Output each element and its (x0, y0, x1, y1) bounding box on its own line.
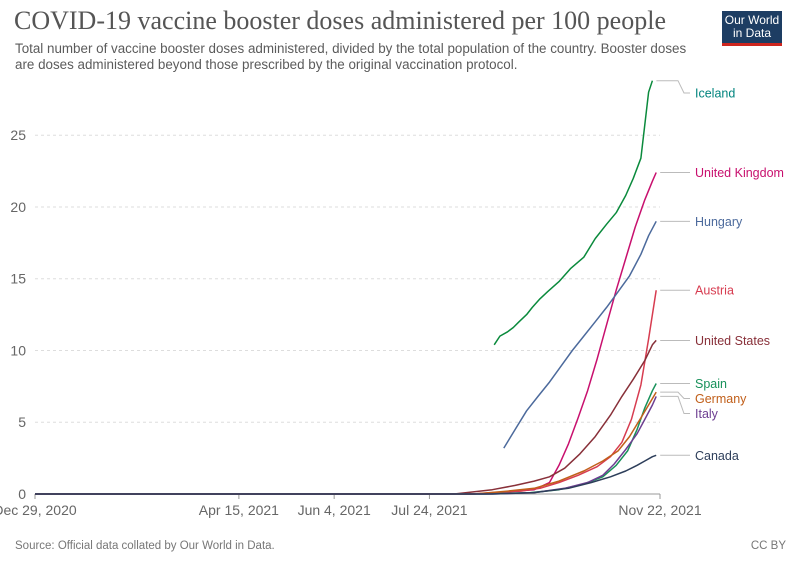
series-label-hungary[interactable]: Hungary (695, 215, 743, 229)
y-tick-label-15: 15 (10, 271, 26, 287)
y-tick-label-25: 25 (10, 127, 26, 143)
series-line-austria[interactable] (35, 290, 657, 495)
label-connector-italy (660, 395, 690, 414)
x-tick-label-1: Apr 15, 2021 (199, 502, 279, 518)
source-note: Source: Official data collated by Our Wo… (15, 540, 275, 552)
chart-subtitle: Total number of vaccine booster doses ad… (15, 41, 705, 73)
label-connector-iceland (656, 80, 690, 94)
series-label-spain[interactable]: Spain (695, 377, 727, 391)
subtitle-line-2: are doses administered beyond those pres… (15, 57, 518, 72)
series-label-united-states[interactable]: United States (695, 334, 770, 348)
series-line-canada[interactable] (35, 454, 657, 495)
series-line-germany[interactable] (35, 391, 657, 495)
license-link[interactable]: CC BY (750, 540, 786, 552)
subtitle-line-1: Total number of vaccine booster doses ad… (15, 41, 687, 56)
x-tick-label-2: Jun 4, 2021 (298, 502, 371, 518)
logo-line-2: in Data (732, 26, 772, 40)
series-label-united-kingdom[interactable]: United Kingdom (695, 166, 784, 180)
label-connector-germany (660, 391, 690, 399)
series-line-united-states[interactable] (35, 339, 657, 495)
x-tick-label-3: Jul 24, 2021 (391, 502, 467, 518)
series-line-spain[interactable] (35, 383, 657, 495)
chart-title: COVID-19 vaccine booster doses administe… (14, 6, 666, 35)
series-line-iceland[interactable] (493, 80, 654, 346)
series-lines[interactable] (35, 80, 657, 495)
series-labels[interactable]: Iceland United Kingdom Hungary Austria Unite… (656, 80, 784, 463)
x-tick-label-0: Dec 29, 2020 (0, 502, 77, 518)
y-tick-label-0: 0 (18, 486, 26, 502)
series-label-canada[interactable]: Canada (695, 449, 739, 463)
series-label-germany[interactable]: Germany (695, 392, 747, 406)
series-label-iceland[interactable]: Iceland (695, 87, 735, 101)
y-tick-label-20: 20 (10, 199, 26, 215)
logo-line-1: Our World (724, 13, 780, 27)
series-label-austria[interactable]: Austria (695, 284, 734, 298)
y-tick-label-10: 10 (10, 342, 26, 358)
x-axis: Dec 29, 2020 Apr 15, 2021 Jun 4, 2021 Jul 2… (0, 493, 702, 518)
series-label-italy[interactable]: Italy (695, 407, 719, 421)
y-tick-label-5: 5 (18, 414, 26, 430)
our-world-in-data-logo[interactable]: Our World in Data (722, 11, 782, 46)
series-line-united-kingdom[interactable] (35, 172, 657, 495)
gridlines (35, 134, 660, 423)
series-line-hungary[interactable] (503, 220, 657, 449)
y-axis-ticks: 0 5 10 15 20 25 (10, 127, 26, 502)
x-tick-label-4: Nov 22, 2021 (618, 502, 701, 518)
